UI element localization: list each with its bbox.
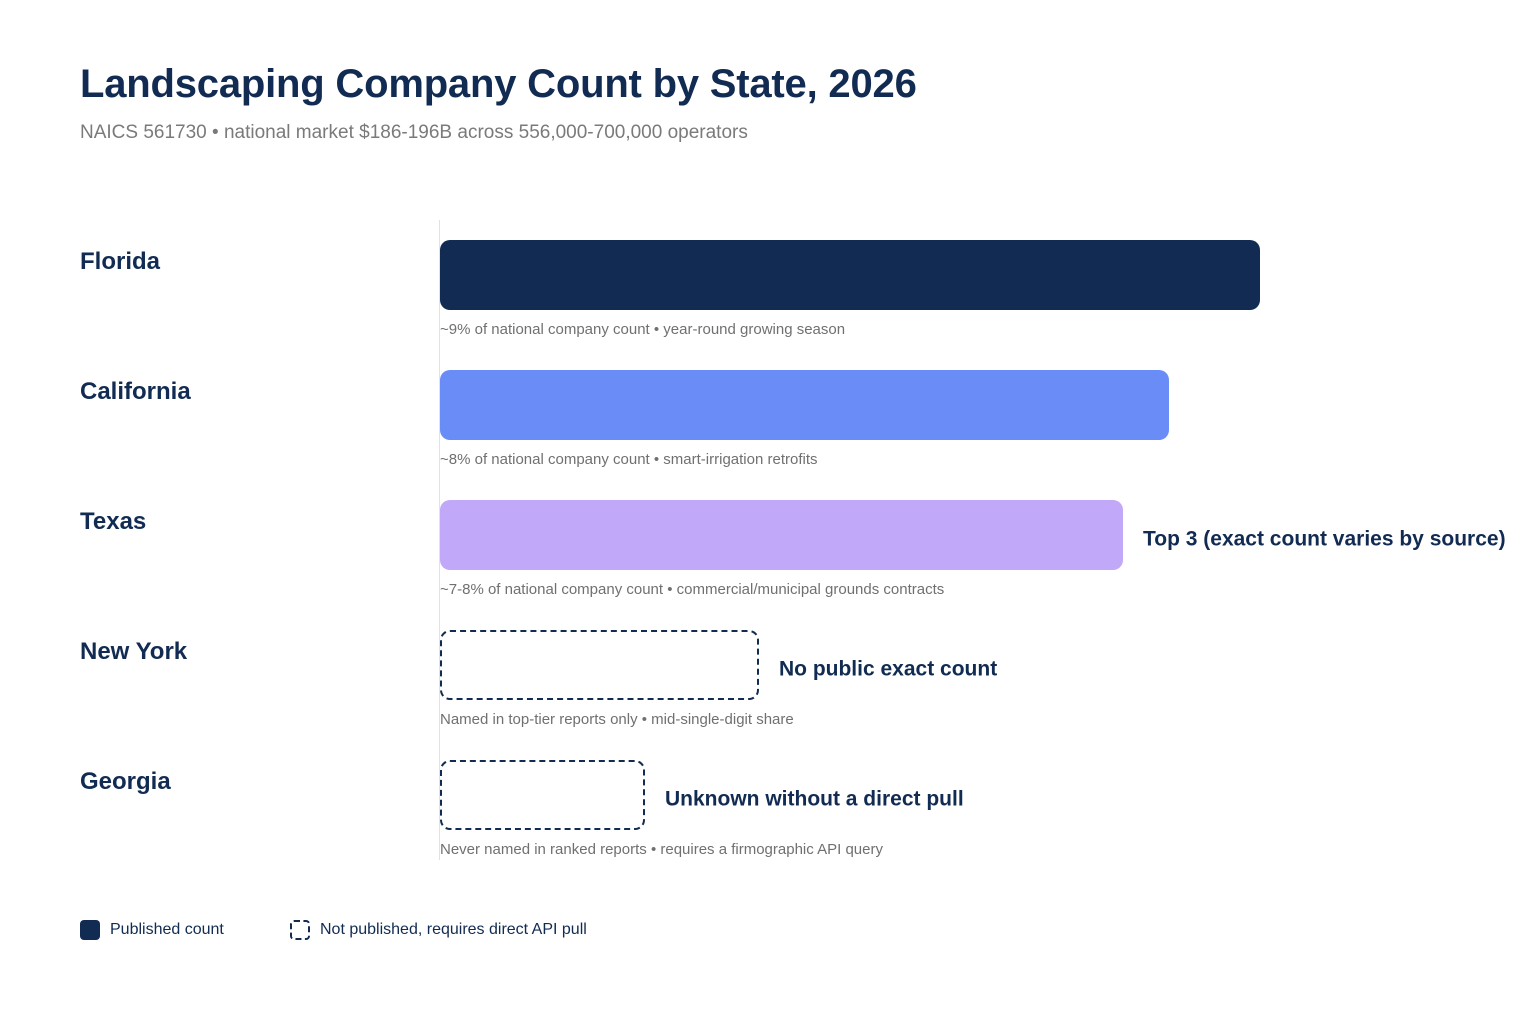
chart-subtitle: NAICS 561730 • national market $186-196B… [80,122,748,143]
bar-row: California ~8% of national company count … [0,370,1536,500]
bar-row: Florida ~9% of national company count • y… [0,240,1536,370]
bar-unpublished-placeholder [440,760,645,830]
legend-swatch-solid [80,920,100,940]
legend-item-not-published: Not published, requires direct API pull [290,920,587,940]
bar-unpublished-placeholder [440,630,759,700]
bar-subtext: ~9% of national company count • year-rou… [440,321,846,338]
state-label: Texas [80,508,147,535]
state-label: California [80,378,191,405]
legend-label-not-published: Not published, requires direct API pull [320,921,587,938]
state-label: Georgia [80,768,171,795]
legend-item-published: Published count [80,920,224,940]
bar-row: Texas Top 3 (exact count varies by source… [0,500,1536,630]
legend-label-published: Published count [110,921,224,938]
bar-subtext: Named in top-tier reports only • mid-sin… [440,711,794,728]
bar-row: New York No public exact count Named in to… [0,630,1536,760]
bar-annotation: Unknown without a direct pull [665,787,964,811]
bar-published [440,500,1123,570]
legend-swatch-dashed [290,920,310,940]
state-label: New York [80,638,188,665]
bar-annotation: Top 3 (exact count varies by source) [1143,527,1506,551]
bar-subtext: ~7-8% of national company count • commer… [440,581,945,598]
chart-title: Landscaping Company Count by State, 2026 [80,62,917,106]
bar-annotation: No public exact count [779,657,998,681]
state-label: Florida [80,248,161,275]
bar-subtext: Never named in ranked reports • requires… [440,841,883,858]
bar-subtext: ~8% of national company count • smart-ir… [440,451,818,468]
bar-row: Georgia Unknown without a direct pull Neve… [0,760,1536,890]
value-axis-baseline [439,220,440,860]
bar-published [440,370,1169,440]
bar-published [440,240,1260,310]
